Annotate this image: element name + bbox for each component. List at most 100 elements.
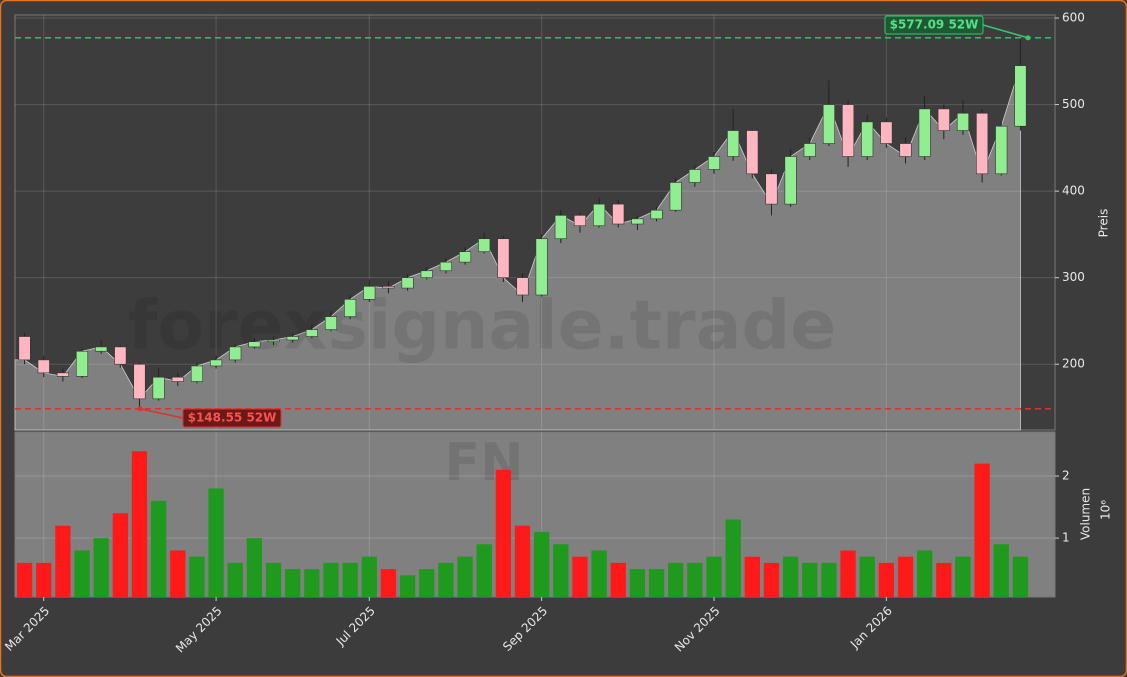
candle-body bbox=[822, 104, 835, 144]
volume-bar bbox=[74, 550, 90, 597]
volume-bar bbox=[859, 556, 875, 597]
candle-body bbox=[171, 376, 184, 382]
annotation-label: $577.09 52W bbox=[890, 18, 979, 32]
candle-body bbox=[937, 108, 950, 131]
candle-body bbox=[669, 182, 682, 211]
candle-body bbox=[286, 336, 299, 341]
candle-body bbox=[267, 339, 280, 343]
volume-bar bbox=[438, 562, 454, 597]
volume-bar bbox=[802, 562, 818, 597]
volume-bar bbox=[782, 556, 799, 597]
volume-bar bbox=[323, 562, 339, 597]
volume-bar bbox=[150, 500, 167, 597]
watermark: forexsignale.trade bbox=[128, 287, 837, 366]
volume-bar bbox=[93, 538, 109, 597]
candle-body bbox=[439, 261, 452, 272]
volume-bar bbox=[610, 562, 626, 597]
y-tick-label: 2 bbox=[1062, 469, 1070, 483]
candle-body bbox=[631, 218, 644, 225]
candle-body bbox=[688, 169, 701, 183]
candle-body bbox=[190, 365, 203, 382]
candle-body bbox=[95, 346, 108, 352]
y-tick-label: 200 bbox=[1062, 357, 1085, 371]
candle-body bbox=[956, 112, 970, 131]
volume-bar bbox=[189, 556, 205, 597]
volume-bar bbox=[955, 556, 971, 597]
volume-bar bbox=[897, 556, 914, 597]
volume-bar bbox=[419, 569, 435, 597]
y-tick-label: 300 bbox=[1062, 270, 1085, 284]
candle-body bbox=[18, 336, 31, 361]
candle-body bbox=[516, 277, 529, 296]
candle-body bbox=[114, 346, 127, 365]
volume-bar bbox=[304, 569, 320, 597]
volume-bar bbox=[706, 556, 722, 597]
candle-body bbox=[210, 359, 223, 367]
candle-body bbox=[899, 143, 912, 157]
candle-body bbox=[976, 112, 989, 175]
candle-body bbox=[535, 238, 548, 296]
volume-bar bbox=[246, 538, 263, 597]
volume-bar bbox=[227, 562, 243, 597]
candle-body bbox=[497, 238, 510, 278]
candle-body bbox=[803, 143, 816, 157]
annotation-arrow bbox=[982, 24, 1029, 39]
volume-bar bbox=[744, 556, 760, 597]
candle-body bbox=[363, 286, 376, 300]
volume-bar bbox=[285, 569, 301, 597]
arrow-head bbox=[137, 406, 143, 412]
candle-body bbox=[248, 341, 261, 348]
volume-bar bbox=[629, 569, 646, 597]
volume-bar bbox=[553, 544, 569, 597]
candle-body bbox=[612, 203, 625, 225]
candle-body bbox=[995, 125, 1008, 175]
candle-body bbox=[727, 130, 740, 157]
candle-body bbox=[324, 316, 338, 330]
candle-body bbox=[229, 346, 242, 361]
y-tick-label: 500 bbox=[1062, 97, 1085, 111]
volume-bar bbox=[208, 488, 224, 597]
candle-body bbox=[842, 104, 855, 157]
candle-body bbox=[75, 350, 89, 377]
volume-bar bbox=[648, 569, 665, 597]
volume-bar bbox=[917, 550, 933, 597]
volume-bar bbox=[821, 562, 837, 597]
volume-bar bbox=[399, 575, 416, 597]
volume-bar bbox=[131, 451, 148, 597]
volume-bar bbox=[763, 562, 780, 597]
annotation-box bbox=[182, 408, 282, 428]
volume-bar bbox=[380, 569, 397, 597]
y-tick-label: 400 bbox=[1062, 184, 1085, 198]
volume-bar bbox=[361, 556, 377, 597]
volume-bar bbox=[840, 550, 856, 597]
symbol-watermark: FN bbox=[444, 433, 523, 493]
volume-bar bbox=[725, 519, 741, 597]
y-tick-label: 1 bbox=[1062, 531, 1070, 545]
volume-bar bbox=[495, 469, 512, 597]
candle-body bbox=[707, 156, 721, 170]
volume-bar bbox=[533, 531, 550, 597]
candle-body bbox=[554, 215, 567, 240]
candle-body bbox=[861, 121, 874, 157]
volume-bar bbox=[342, 562, 358, 597]
candle-body bbox=[305, 329, 318, 337]
volume-bar bbox=[936, 562, 952, 597]
candle-body bbox=[1014, 65, 1027, 127]
candle-body bbox=[650, 209, 663, 220]
volume-bar bbox=[112, 513, 128, 597]
candle-body bbox=[382, 286, 395, 289]
candle-body bbox=[459, 251, 472, 263]
candle-body bbox=[746, 130, 759, 175]
candle-body bbox=[765, 173, 778, 205]
volume-bar bbox=[1012, 556, 1029, 597]
candle-body bbox=[880, 121, 893, 144]
volume-bar bbox=[457, 556, 473, 597]
volume-bar bbox=[170, 550, 186, 597]
volume-bar bbox=[265, 562, 282, 597]
volume-bar bbox=[687, 562, 703, 597]
annotation-arrow bbox=[139, 408, 184, 419]
candle-body bbox=[918, 108, 931, 157]
annotation-box bbox=[884, 15, 984, 35]
